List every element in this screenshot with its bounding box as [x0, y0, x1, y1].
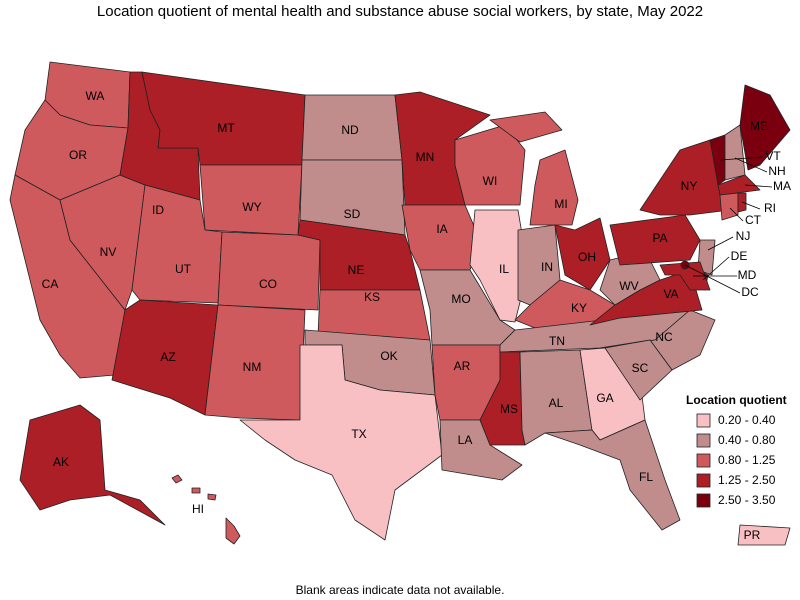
state-label: MT: [217, 121, 235, 135]
map-title: Location quotient of mental health and s…: [97, 3, 703, 20]
state-label: RI: [764, 201, 776, 215]
state-label: DE: [731, 249, 748, 263]
leader-line: [684, 264, 741, 294]
legend-label: 0.80 - 1.25: [718, 453, 776, 467]
state: [659, 261, 711, 291]
state-label: GA: [596, 391, 613, 405]
state: [171, 474, 241, 545]
state: [737, 524, 791, 546]
leader-line: [741, 201, 761, 210]
state: [737, 192, 747, 213]
state-label: TN: [549, 334, 565, 348]
leader-line: [719, 156, 764, 161]
state: [239, 344, 443, 541]
state-label: OH: [578, 250, 596, 264]
state-label: SD: [344, 207, 361, 221]
state-label: KS: [364, 290, 380, 304]
leader-line: [744, 184, 773, 188]
state: [544, 419, 681, 531]
state-label: MN: [416, 150, 435, 164]
state-label: FL: [639, 470, 653, 484]
state-label: NC: [655, 330, 673, 344]
state-label: WA: [86, 89, 105, 103]
state-label: VA: [663, 287, 678, 301]
state-labels: WA OR CA NV ID MT WY UT CO AZ NM ND SD NE KS OK TX MN IA MO…: [42, 89, 791, 542]
legend-swatch: [696, 493, 711, 508]
state-label: NH: [768, 164, 785, 178]
legend-label: 0.20 - 0.40: [718, 413, 776, 427]
state-label: AK: [53, 455, 69, 469]
state-label: NJ: [736, 229, 751, 243]
state-label: PR: [744, 528, 761, 542]
state-label: AL: [549, 396, 564, 410]
legend-title: Location quotient: [686, 393, 787, 407]
state-label: WV: [619, 279, 638, 293]
state-label: WI: [483, 174, 498, 188]
state-label: NY: [681, 179, 698, 193]
state-label: OR: [69, 148, 87, 162]
legend-swatch: [696, 413, 711, 428]
state-label: IN: [541, 260, 553, 274]
state-label: WY: [242, 200, 261, 214]
state-label: IA: [436, 222, 447, 236]
leader-line: [734, 157, 768, 173]
states: [9, 61, 791, 546]
state-label: CA: [42, 277, 59, 291]
state: [204, 304, 306, 421]
legend-label: 2.50 - 3.50: [718, 493, 776, 507]
state-label: MI: [554, 197, 567, 211]
legend: 0.20 - 0.40 0.40 - 0.80 0.80 - 1.25 1.25 - …: [696, 413, 776, 508]
state-label: OK: [380, 349, 397, 363]
state-label: MD: [738, 268, 757, 282]
state: [554, 217, 611, 291]
state-label: ND: [341, 123, 359, 137]
state: [609, 214, 701, 266]
state-label: CT: [745, 213, 762, 227]
state: [739, 84, 791, 171]
state-label: MO: [451, 292, 470, 306]
state-label: DC: [741, 285, 759, 299]
legend-swatch: [696, 473, 711, 488]
footnote: Blank areas indicate data not available.: [296, 583, 505, 597]
state-label: ID: [152, 203, 164, 217]
leader-line: [729, 207, 744, 222]
state-label: HI: [192, 502, 204, 516]
state-label: NV: [100, 245, 117, 259]
state-label: NM: [243, 360, 262, 374]
leader-line: [707, 236, 734, 251]
state-label: PA: [652, 231, 667, 245]
state: [489, 111, 579, 226]
state-label: ME: [750, 119, 768, 133]
state: [469, 209, 529, 323]
state-label: VT: [765, 149, 781, 163]
state-label: IL: [499, 262, 509, 276]
state: [719, 192, 739, 221]
state: [604, 339, 673, 401]
state: [217, 231, 321, 311]
state-label: KY: [571, 301, 587, 315]
state: [19, 404, 166, 526]
state-label: CO: [259, 277, 277, 291]
state-label: TX: [351, 427, 366, 441]
legend-swatch: [696, 433, 711, 448]
state-label: AZ: [160, 350, 175, 364]
state-label: MA: [773, 179, 791, 193]
legend-label: 0.40 - 0.80: [718, 433, 776, 447]
state-label: AR: [454, 359, 471, 373]
legend-swatch: [696, 453, 711, 468]
state-label: SC: [632, 361, 649, 375]
state: [401, 204, 481, 271]
state-label: LA: [458, 433, 473, 447]
state-label: MS: [500, 402, 518, 416]
state: [717, 174, 761, 196]
legend-label: 1.25 - 2.50: [718, 473, 776, 487]
state-label: UT: [175, 262, 192, 276]
state-label: NE: [348, 263, 365, 277]
